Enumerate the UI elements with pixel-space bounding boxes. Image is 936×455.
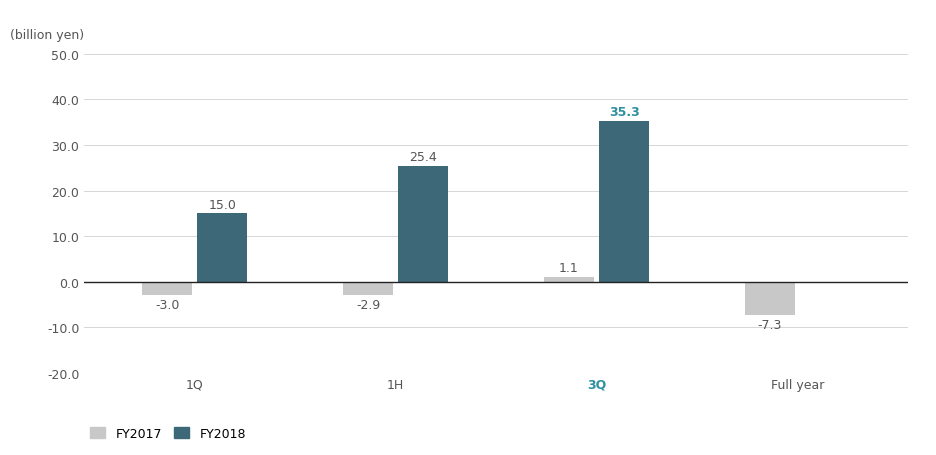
Text: 35.3: 35.3 — [608, 106, 639, 119]
Bar — [197, 214, 247, 282]
Bar — [398, 167, 448, 282]
Bar — [142, 282, 192, 296]
Legend: FY2017, FY2018: FY2017, FY2018 — [91, 427, 246, 440]
Text: 1.1: 1.1 — [559, 261, 578, 274]
Bar — [745, 282, 795, 315]
Bar — [599, 121, 650, 282]
Text: 15.0: 15.0 — [209, 198, 236, 211]
Text: -7.3: -7.3 — [757, 318, 782, 331]
Text: -3.0: -3.0 — [155, 298, 180, 312]
Bar — [343, 282, 393, 295]
Text: (billion yen): (billion yen) — [10, 29, 84, 42]
Text: -2.9: -2.9 — [356, 298, 380, 311]
Bar — [544, 277, 594, 282]
Text: 25.4: 25.4 — [409, 151, 437, 164]
